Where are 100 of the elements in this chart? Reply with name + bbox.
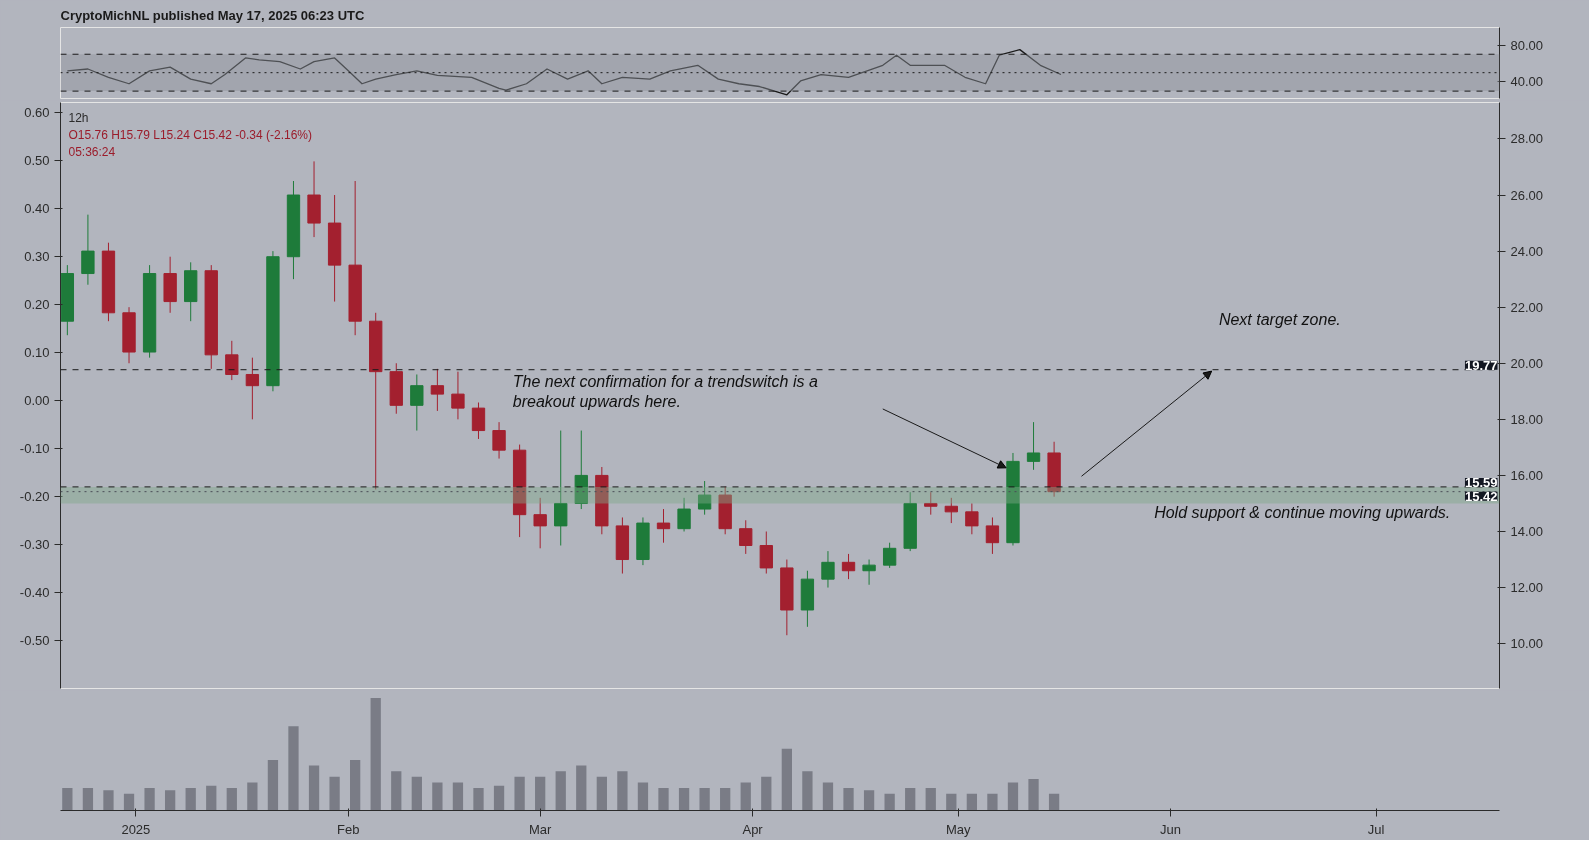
bar [658, 788, 669, 811]
y2-tick-label: -0.10 [19, 440, 50, 456]
annotation: Hold support & continue moving upwards. [1154, 504, 1451, 522]
bar [123, 793, 135, 811]
candlestick [965, 502, 979, 535]
annotation: Next target zone. [1218, 310, 1341, 328]
candlestick [944, 497, 958, 524]
bar [82, 788, 94, 811]
candlestick [81, 214, 95, 286]
bar [781, 748, 792, 811]
annotation: O15.76 H15.79 L15.24 C15.42 -0.34 (-2.16%) [68, 127, 312, 142]
candlestick [759, 530, 773, 575]
candlestick [841, 553, 856, 580]
y2-tick-label: 0.10 [24, 344, 50, 360]
candlestick [862, 559, 876, 586]
bar [62, 788, 73, 811]
bar [288, 726, 299, 811]
candlestick [656, 508, 671, 544]
x-tick-label: Feb [337, 821, 360, 837]
candlestick [821, 550, 835, 589]
bar [452, 782, 464, 811]
y-tick-label: 24.00 [1510, 243, 1544, 259]
candlestick [451, 371, 465, 420]
ref-line-label: 15.59 [1464, 474, 1498, 490]
bar [637, 782, 649, 811]
bar [329, 776, 340, 811]
bar [863, 790, 875, 811]
bar [493, 785, 505, 811]
candlestick [677, 497, 691, 532]
candlestick [245, 357, 260, 420]
bar [987, 793, 998, 811]
y2-tick-label: 0.50 [24, 152, 50, 168]
y-tick-label: 18.00 [1510, 411, 1544, 427]
bar [535, 776, 546, 811]
bar [822, 782, 834, 811]
y-tick-label: 22.00 [1510, 299, 1544, 315]
annotation: 12h [68, 110, 89, 125]
bar [144, 788, 155, 811]
bar [226, 788, 237, 811]
bar [946, 793, 957, 811]
bar [165, 790, 176, 811]
candlestick [225, 340, 239, 381]
y2-tick-label: -0.40 [19, 584, 50, 600]
candlestick [430, 368, 445, 412]
x-tick-label: Jul [1367, 821, 1385, 837]
x-tick-label: Jun [1160, 821, 1182, 837]
bar [925, 788, 936, 811]
candlestick [924, 491, 938, 516]
bar [576, 765, 587, 811]
bar [555, 771, 566, 811]
annotation: The next confirmation for a trendswitch is a breakout upwards here. [512, 372, 818, 410]
bar [103, 790, 114, 811]
y-tick-label: 14.00 [1510, 523, 1544, 539]
bar [432, 782, 443, 811]
ref-line-label: 19.77 [1464, 357, 1498, 373]
candlestick [410, 373, 424, 432]
y-tick-label: 12.00 [1510, 580, 1544, 596]
y-tick-label: 10.00 [1510, 636, 1544, 652]
y-tick-label: 16.00 [1510, 467, 1544, 483]
bar [761, 776, 772, 811]
y2-tick-label: -0.50 [19, 632, 50, 648]
bar [720, 788, 731, 811]
candlestick [492, 421, 506, 460]
bar [247, 782, 258, 811]
y2-tick-label: 0.40 [24, 200, 50, 216]
y-tick-label: 80.00 [1510, 37, 1544, 53]
candlestick [471, 402, 486, 440]
y2-tick-label: 0.00 [24, 392, 50, 408]
x-tick-label: Apr [742, 821, 764, 837]
y2-tick-label: 0.20 [24, 296, 50, 312]
candlestick [533, 497, 547, 549]
bar [350, 759, 361, 811]
y2-tick-label: 0.30 [24, 248, 50, 264]
bar [411, 776, 422, 811]
bar [678, 788, 690, 811]
y2-tick-label: 0.60 [24, 104, 50, 120]
bar [905, 788, 916, 811]
bar [966, 793, 978, 811]
annotation: 05:36:24 [68, 144, 116, 159]
y2-tick-label: -0.30 [19, 536, 50, 552]
candlestick [554, 430, 568, 546]
candlestick [882, 542, 897, 569]
bar [802, 771, 813, 811]
y-tick-label: 28.00 [1510, 131, 1544, 147]
x-tick-label: Mar [528, 821, 553, 837]
bar [308, 765, 320, 811]
bar [884, 793, 895, 811]
bar [1048, 793, 1060, 811]
bar [740, 782, 751, 811]
chart-title: CryptoMichNL published May 17, 2025 06:23 UTC [60, 7, 366, 23]
bar [185, 788, 196, 811]
bar [699, 788, 710, 811]
candlestick [739, 519, 753, 555]
ref-line-label: 15.42 [1464, 488, 1498, 504]
y-tick-label: 26.00 [1510, 187, 1544, 203]
bar [843, 788, 854, 811]
bar [370, 698, 381, 811]
y-tick-label: 40.00 [1510, 74, 1544, 90]
x-tick-label: 2025 [121, 821, 151, 837]
candlestick [1026, 421, 1041, 471]
